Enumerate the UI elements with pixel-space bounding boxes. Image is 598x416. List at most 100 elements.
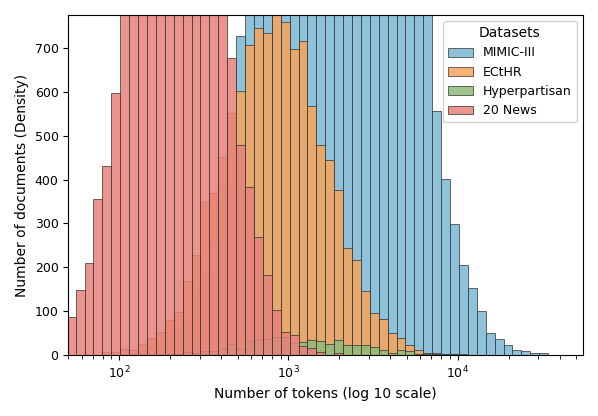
Bar: [182, 281, 191, 355]
Bar: [405, 0, 414, 355]
Bar: [191, 295, 200, 355]
X-axis label: Number of tokens (log 10 scale): Number of tokens (log 10 scale): [214, 387, 437, 401]
Bar: [173, 332, 182, 355]
Bar: [173, 0, 182, 355]
Bar: [129, 0, 138, 355]
Bar: [147, 337, 156, 355]
Bar: [156, 348, 165, 355]
Bar: [200, 0, 209, 355]
Bar: [521, 351, 530, 355]
Bar: [245, 341, 254, 355]
Bar: [298, 342, 307, 355]
Bar: [165, 337, 173, 355]
Bar: [450, 354, 459, 355]
Bar: [486, 333, 495, 355]
Bar: [334, 353, 343, 355]
Bar: [111, 352, 120, 355]
Bar: [298, 0, 307, 355]
Bar: [370, 312, 379, 355]
Bar: [512, 350, 521, 355]
Bar: [218, 157, 227, 355]
Bar: [280, 337, 289, 355]
Bar: [289, 49, 298, 355]
Bar: [352, 345, 361, 355]
Y-axis label: Number of documents (Density): Number of documents (Density): [15, 74, 29, 297]
Bar: [236, 36, 245, 355]
Bar: [218, 349, 227, 355]
Bar: [370, 347, 379, 355]
Bar: [218, 187, 227, 355]
Bar: [156, 332, 165, 355]
Bar: [316, 145, 325, 355]
Bar: [138, 344, 147, 355]
Bar: [334, 190, 343, 355]
Bar: [120, 15, 129, 355]
Bar: [316, 0, 325, 355]
Bar: [227, 113, 236, 355]
Bar: [209, 240, 218, 355]
Bar: [236, 145, 245, 355]
Bar: [209, 0, 218, 355]
Bar: [245, 0, 254, 355]
Bar: [227, 344, 236, 355]
Bar: [280, 22, 289, 355]
Bar: [254, 339, 263, 355]
Bar: [191, 0, 200, 355]
Bar: [414, 350, 423, 355]
Bar: [245, 45, 254, 355]
Bar: [200, 203, 209, 355]
Bar: [361, 0, 370, 355]
Bar: [289, 0, 298, 355]
Bar: [307, 0, 316, 355]
Bar: [432, 353, 441, 355]
Bar: [67, 317, 76, 355]
Bar: [325, 0, 334, 355]
Bar: [307, 106, 316, 355]
Bar: [138, 0, 147, 355]
Bar: [298, 41, 307, 355]
Bar: [343, 345, 352, 355]
Bar: [379, 350, 388, 355]
Bar: [504, 344, 512, 355]
Bar: [459, 265, 468, 355]
Bar: [316, 352, 325, 355]
Bar: [325, 344, 334, 355]
Bar: [156, 0, 165, 355]
Bar: [227, 117, 236, 355]
Bar: [316, 341, 325, 355]
Bar: [280, 332, 289, 355]
Bar: [361, 291, 370, 355]
Bar: [280, 0, 289, 355]
Bar: [218, 0, 227, 355]
Bar: [423, 354, 432, 355]
Bar: [236, 91, 245, 355]
Bar: [396, 337, 405, 355]
Bar: [441, 179, 450, 355]
Bar: [495, 339, 504, 355]
Bar: [84, 262, 93, 355]
Bar: [138, 351, 147, 355]
Bar: [271, 310, 280, 355]
Bar: [245, 187, 254, 355]
Bar: [263, 33, 271, 355]
Bar: [165, 0, 173, 355]
Bar: [263, 275, 271, 355]
Bar: [325, 160, 334, 355]
Bar: [165, 320, 173, 355]
Bar: [414, 0, 423, 355]
Bar: [120, 349, 129, 355]
Bar: [343, 0, 352, 355]
Bar: [441, 354, 450, 355]
Bar: [361, 345, 370, 355]
Bar: [343, 248, 352, 355]
Bar: [200, 351, 209, 355]
Bar: [191, 255, 200, 355]
Bar: [388, 0, 396, 355]
Bar: [227, 58, 236, 355]
Bar: [182, 0, 191, 355]
Bar: [432, 354, 441, 355]
Bar: [102, 352, 111, 355]
Bar: [147, 353, 156, 355]
Bar: [271, 9, 280, 355]
Bar: [254, 28, 263, 355]
